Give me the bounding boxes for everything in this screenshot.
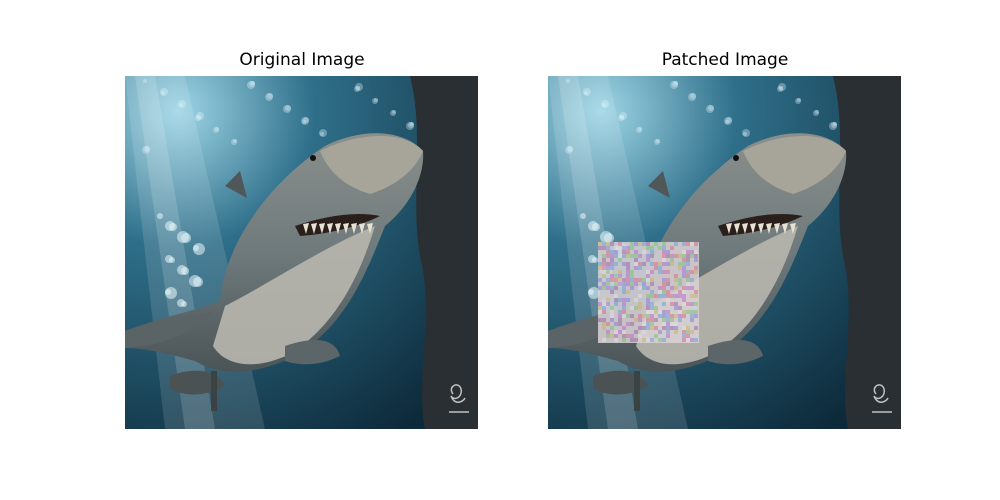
adversarial-patch [598, 242, 699, 343]
shark-photo [125, 76, 478, 429]
patched-image-panel [548, 76, 901, 429]
watermark-signature [449, 384, 469, 413]
original-image-panel [125, 76, 478, 429]
original-image-title: Original Image [239, 50, 365, 70]
shark-photo [548, 76, 901, 429]
patched-image-title: Patched Image [661, 50, 789, 70]
watermark-signature [872, 384, 892, 413]
